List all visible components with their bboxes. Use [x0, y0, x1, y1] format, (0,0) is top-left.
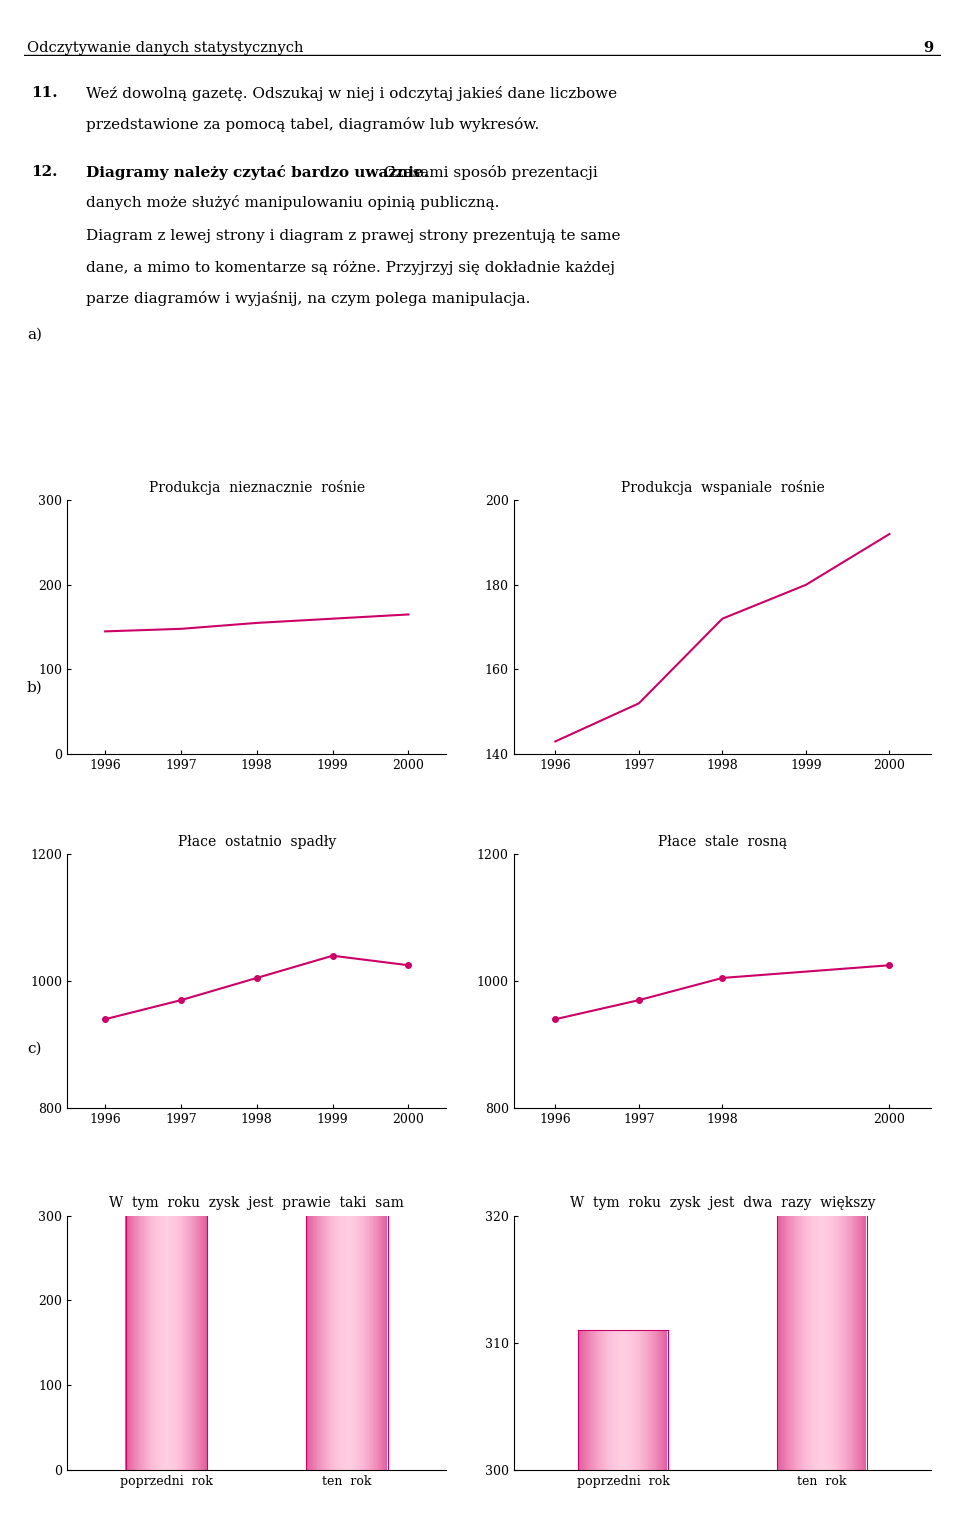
Text: b): b)	[27, 680, 42, 694]
Title: Płace  stale  rosną: Płace stale rosną	[658, 834, 787, 850]
Title: Płace  ostatnio  spadły: Płace ostatnio spadły	[178, 834, 336, 850]
Text: Diagramy należy czytać bardzo uważnie.: Diagramy należy czytać bardzo uważnie.	[86, 165, 429, 180]
Text: 12.: 12.	[31, 165, 58, 179]
Title: Produkcja  wspaniale  rośnie: Produkcja wspaniale rośnie	[620, 480, 825, 496]
Text: Odczytywanie danych statystycznych: Odczytywanie danych statystycznych	[27, 40, 303, 55]
Title: Produkcja  nieznacznie  rośnie: Produkcja nieznacznie rośnie	[149, 480, 365, 496]
Text: danych może służyć manipulowaniu opinią publiczną.: danych może służyć manipulowaniu opinią …	[86, 195, 500, 211]
Text: Diagram z lewej strony i diagram z prawej strony prezentują te same: Diagram z lewej strony i diagram z prawe…	[86, 229, 621, 243]
Text: 9: 9	[923, 40, 933, 55]
Text: c): c)	[27, 1042, 41, 1056]
Text: dane, a mimo to komentarze są różne. Przyjrzyj się dokładnie każdej: dane, a mimo to komentarze są różne. Prz…	[86, 260, 615, 275]
Text: 11.: 11.	[31, 86, 58, 100]
Text: przedstawione za pomocą tabel, diagramów lub wykresów.: przedstawione za pomocą tabel, diagramów…	[86, 117, 540, 132]
Title: W  tym  roku  zysk  jest  prawie  taki  sam: W tym roku zysk jest prawie taki sam	[109, 1196, 404, 1211]
Text: Czasami sposób prezentacji: Czasami sposób prezentacji	[379, 165, 598, 180]
Title: W  tym  roku  zysk  jest  dwa  razy  większy: W tym roku zysk jest dwa razy większy	[569, 1196, 876, 1211]
Text: parze diagramów i wyjaśnij, na czym polega manipulacja.: parze diagramów i wyjaśnij, na czym pole…	[86, 291, 531, 306]
Text: Weź dowolną gazetę. Odszukaj w niej i odczytaj jakieś dane liczbowe: Weź dowolną gazetę. Odszukaj w niej i od…	[86, 86, 617, 102]
Text: a): a)	[27, 328, 42, 342]
